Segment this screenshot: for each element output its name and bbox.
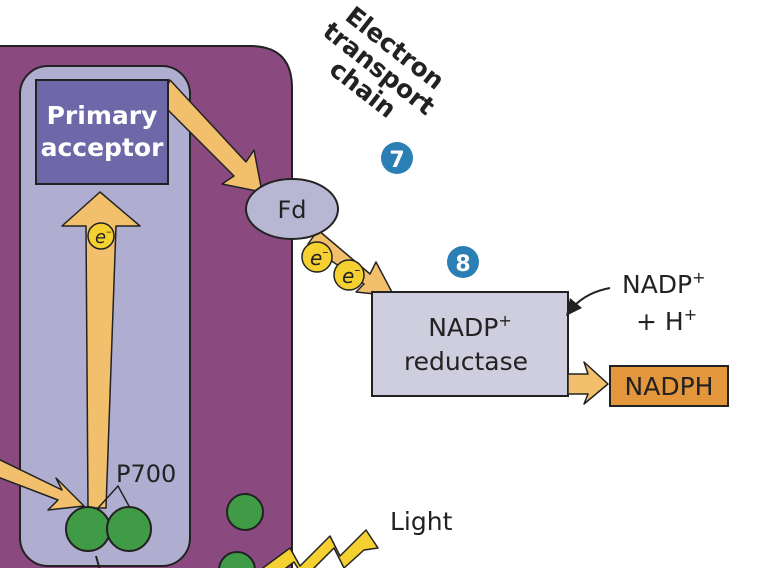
- antenna-chlorophyll-2: [218, 551, 256, 568]
- nadph-label: NADPH: [625, 372, 714, 401]
- nadp-input-line1: NADP+: [622, 268, 706, 299]
- reductase-to-nadph-arrow: [567, 361, 609, 405]
- primary-acceptor-label-line1: Primary: [47, 101, 158, 130]
- light-label: Light: [390, 507, 453, 536]
- nadp-input-arrow: [573, 287, 611, 307]
- step-8-number: 8: [455, 252, 470, 277]
- step-7-number: 7: [389, 148, 404, 173]
- p700-chlorophyll-left: [65, 506, 111, 552]
- p700-label: P700: [116, 460, 176, 488]
- nadp-input-arrowhead: [566, 298, 582, 316]
- nadp-reductase-box: [371, 291, 569, 397]
- electron-upward-label: e–: [95, 225, 112, 248]
- electron-fd-2: [333, 259, 365, 291]
- nadp-reductase-label-line1: NADP+: [428, 311, 512, 342]
- electron-fd-2-label: e–: [342, 263, 360, 288]
- p700-to-acceptor-arrow: [61, 191, 141, 509]
- primary-acceptor-label-line2: acceptor: [41, 133, 164, 162]
- electron-upward: [87, 222, 115, 250]
- p700-chlorophyll-right: [106, 506, 152, 552]
- acceptor-to-fd-arrow: [159, 79, 263, 193]
- electron-transport-chain-label: Electron transport chain: [318, 1, 450, 124]
- primary-acceptor-box: [35, 79, 169, 185]
- incoming-electron-arrow: [0, 459, 85, 511]
- antenna-chlorophyll-1: [226, 493, 264, 531]
- nadp-reductase-label-line2: reductase: [404, 347, 528, 376]
- p700-bracket: [97, 484, 131, 509]
- electron-fd-1-label: e–: [310, 245, 328, 270]
- nadp-input-line2: + H+: [636, 305, 697, 336]
- ferredoxin-label: Fd: [277, 196, 306, 224]
- light-zigzag: [261, 529, 379, 568]
- step-7-badge: [381, 142, 413, 174]
- ferredoxin: [245, 178, 339, 240]
- nadph-box: [609, 365, 729, 407]
- step-8-badge: [447, 246, 479, 278]
- electron-fd-1: [301, 241, 333, 273]
